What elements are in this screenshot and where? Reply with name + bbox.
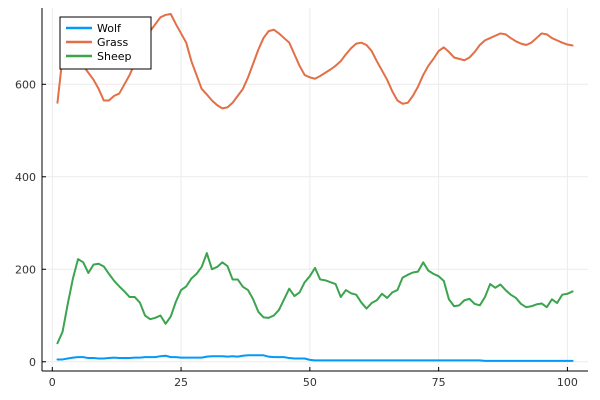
- y-tick-label: 0: [29, 356, 36, 369]
- x-tick-label: 0: [49, 376, 56, 389]
- axes: [41, 8, 588, 372]
- series-line-wolf: [56, 354, 574, 362]
- x-tick-label: 50: [303, 376, 317, 389]
- legend-label-sheep: Sheep: [97, 50, 131, 63]
- legend-label-grass: Grass: [97, 36, 129, 49]
- y-tick-label: 400: [15, 171, 36, 184]
- series-line-sheep: [56, 252, 574, 345]
- y-tick-label: 200: [15, 263, 36, 276]
- y-tick-label: 600: [15, 78, 36, 91]
- legend-label-wolf: Wolf: [97, 22, 122, 35]
- tick-labels: 0 25 50 75 100 0 200 400 600: [15, 78, 578, 389]
- x-tick-label: 75: [432, 376, 446, 389]
- x-tick-label: 25: [174, 376, 188, 389]
- x-tick-label: 100: [557, 376, 578, 389]
